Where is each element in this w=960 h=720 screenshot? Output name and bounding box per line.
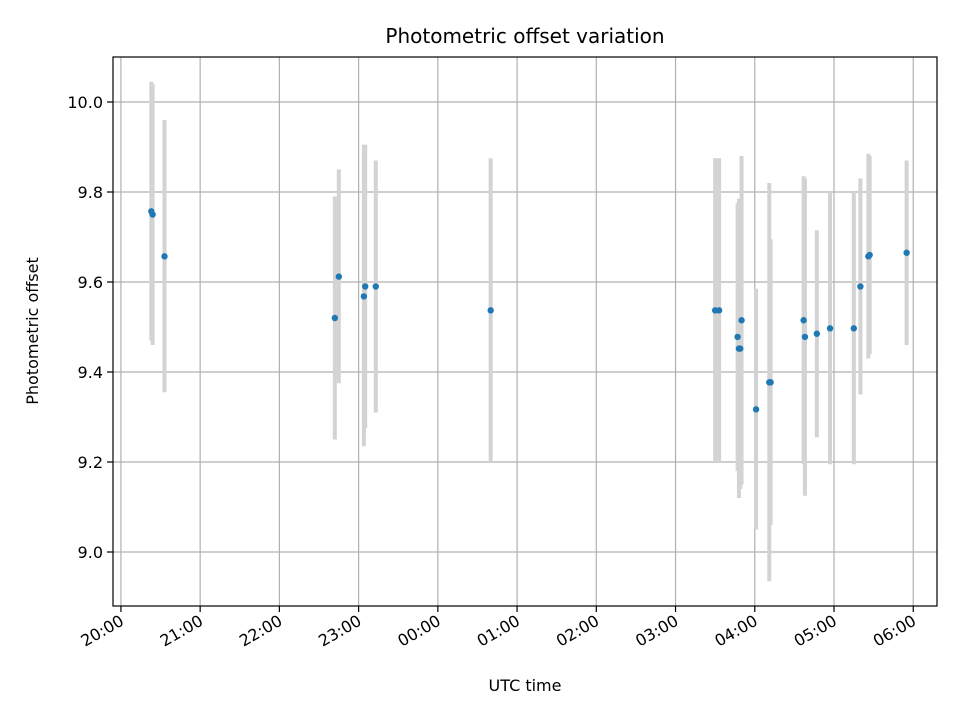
- plot-frame: [112, 56, 938, 607]
- y-tick-label: 9.4: [78, 363, 103, 382]
- data-point: [801, 333, 809, 341]
- data-point: [767, 379, 774, 386]
- data-point: [903, 249, 910, 256]
- data-point: [487, 307, 494, 314]
- chart-title: Photometric offset variation: [385, 24, 664, 48]
- data-point: [149, 211, 156, 218]
- data-point: [813, 330, 821, 337]
- data-point: [752, 406, 760, 413]
- data-point: [161, 253, 168, 260]
- data-point: [734, 333, 741, 341]
- y-axis: 9.0 9.2 9.4 9.6 9.8 10.0: [67, 93, 113, 562]
- y-tick-label: 9.6: [78, 273, 103, 292]
- data-point: [362, 283, 369, 290]
- y-tick-label: 9.8: [78, 183, 103, 202]
- grid: [113, 57, 937, 606]
- data-point: [372, 283, 379, 290]
- y-tick-label: 9.0: [78, 543, 103, 562]
- data-point: [800, 317, 807, 324]
- data-point: [335, 273, 343, 280]
- y-tick-label: 10.0: [67, 93, 103, 112]
- data-point: [857, 283, 864, 290]
- data-point: [331, 314, 339, 322]
- data-point: [826, 325, 834, 332]
- y-tick-label: 9.2: [78, 453, 103, 472]
- data-points: [148, 208, 910, 413]
- y-axis-label: Photometric offset: [23, 257, 42, 405]
- data-point: [737, 345, 744, 352]
- data-point: [360, 293, 368, 300]
- data-point: [866, 251, 873, 259]
- data-point: [738, 317, 745, 324]
- data-point: [850, 325, 858, 332]
- x-axis-label: UTC time: [489, 676, 562, 695]
- data-point: [715, 307, 723, 314]
